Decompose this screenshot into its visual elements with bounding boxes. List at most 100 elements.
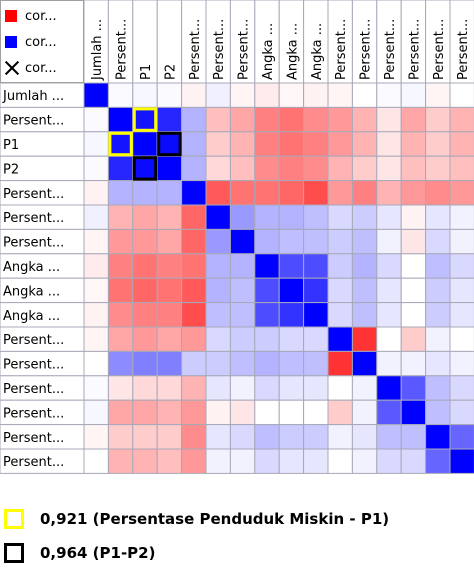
heatmap-cell — [303, 375, 329, 401]
heatmap-cell — [400, 399, 427, 426]
column-label-cell — [303, 0, 329, 84]
heatmap-cell — [449, 155, 474, 182]
heatmap-cell — [254, 204, 280, 230]
column-label-cell — [254, 0, 280, 84]
heatmap-cell — [156, 448, 183, 474]
heatmap-cell — [156, 106, 183, 133]
heatmap-cell — [351, 375, 378, 401]
heatmap-cell — [181, 302, 207, 328]
heatmap-cell — [400, 106, 427, 133]
heatmap-cell — [254, 350, 280, 377]
heatmap-cell — [181, 448, 207, 474]
row-label: Persent... — [3, 455, 64, 470]
row-label: Angka ... — [3, 284, 60, 299]
heatmap-cell — [205, 399, 231, 426]
heatmap-cells — [83, 82, 474, 474]
column-label: Persent... — [115, 19, 130, 80]
heatmap-cell — [400, 253, 427, 279]
black-box-icon — [4, 543, 24, 563]
row-label: Angka ... — [3, 309, 60, 324]
heatmap-cell — [278, 375, 305, 401]
column-labels: Jumlah ... Persent... P1 P2 Persent... Persen… — [83, 0, 474, 84]
row-label: Persent... — [3, 211, 64, 226]
heatmap-cell — [181, 350, 207, 377]
heatmap-cell — [205, 253, 231, 279]
column-label: Angka ... — [310, 23, 325, 80]
heatmap-cell — [351, 82, 378, 108]
heatmap-cell — [156, 180, 183, 206]
row-label-cell — [0, 277, 85, 304]
heatmap-cell — [254, 228, 280, 255]
heatmap-cell — [400, 277, 427, 304]
heatmap-cell — [156, 228, 183, 255]
heatmap-cell — [181, 82, 207, 108]
cross-icon — [5, 61, 19, 75]
heatmap-cell — [132, 448, 158, 474]
heatmap-cell — [83, 131, 109, 157]
legend-label: cor... — [25, 34, 57, 50]
heatmap-cell — [425, 375, 451, 401]
heatmap-cell — [156, 350, 183, 377]
heatmap-cell — [205, 424, 231, 450]
heatmap-cell — [327, 277, 353, 304]
column-label: Angka ... — [285, 23, 300, 80]
heatmap-cell — [107, 448, 134, 474]
heatmap-cell — [400, 131, 427, 157]
heatmap-cell — [107, 277, 134, 304]
column-label-cell — [425, 0, 451, 84]
heatmap-cell — [278, 399, 305, 426]
heatmap-cell — [303, 448, 329, 474]
red-square-icon — [5, 10, 17, 22]
heatmap-cell — [425, 326, 451, 352]
heatmap-cell — [425, 399, 451, 426]
heatmap-cell — [400, 155, 427, 182]
heatmap-cell — [205, 106, 231, 133]
heatmap-cell — [303, 228, 329, 255]
heatmap-cell — [181, 424, 207, 450]
heatmap-cell — [376, 399, 402, 426]
heatmap-cell — [400, 180, 427, 206]
heatmap-cell — [376, 448, 402, 474]
row-label: Persent... — [3, 114, 64, 129]
heatmap-cell — [156, 253, 183, 279]
row-label: Persent... — [3, 382, 64, 397]
heatmap-cell — [376, 228, 402, 255]
heatmap-cell — [107, 180, 134, 206]
heatmap-cell — [327, 155, 353, 182]
heatmap-cell — [229, 350, 256, 377]
heatmap-cell — [132, 399, 158, 426]
heatmap-cell — [83, 302, 109, 328]
heatmap-cell — [425, 82, 451, 108]
row-label-cell — [0, 180, 85, 206]
heatmap-cell — [351, 350, 378, 377]
heatmap-cell — [278, 155, 305, 182]
heatmap-cell — [449, 204, 474, 230]
heatmap-cell — [376, 253, 402, 279]
heatmap-cell — [83, 180, 109, 206]
heatmap-cell — [181, 228, 207, 255]
heatmap-cell — [449, 106, 474, 133]
heatmap-cell — [205, 277, 231, 304]
heatmap-cell — [303, 277, 329, 304]
heatmap-cell — [132, 180, 158, 206]
annotation-text: 0,921 (Persentase Penduduk Miskin - P1) — [40, 510, 390, 528]
heatmap-cell — [303, 131, 329, 157]
heatmap-cell — [303, 350, 329, 377]
heatmap-cell — [449, 399, 474, 426]
heatmap-cell — [181, 277, 207, 304]
heatmap-cell — [449, 277, 474, 304]
heatmap-cell — [229, 204, 256, 230]
heatmap-cell — [278, 277, 305, 304]
heatmap-cell — [303, 180, 329, 206]
column-label: Angka ... — [261, 23, 276, 80]
heatmap-cell — [278, 228, 305, 255]
correlation-heatmap: Jumlah ... Persent... P1 P2 Persent... Persen… — [0, 0, 474, 474]
heatmap-cell — [327, 228, 353, 255]
heatmap-cell — [181, 399, 207, 426]
heatmap-cell — [107, 399, 134, 426]
heatmap-cell — [303, 155, 329, 182]
heatmap-cell — [449, 302, 474, 328]
heatmap-cell — [376, 424, 402, 450]
heatmap-cell — [351, 106, 378, 133]
heatmap-cell — [278, 448, 305, 474]
